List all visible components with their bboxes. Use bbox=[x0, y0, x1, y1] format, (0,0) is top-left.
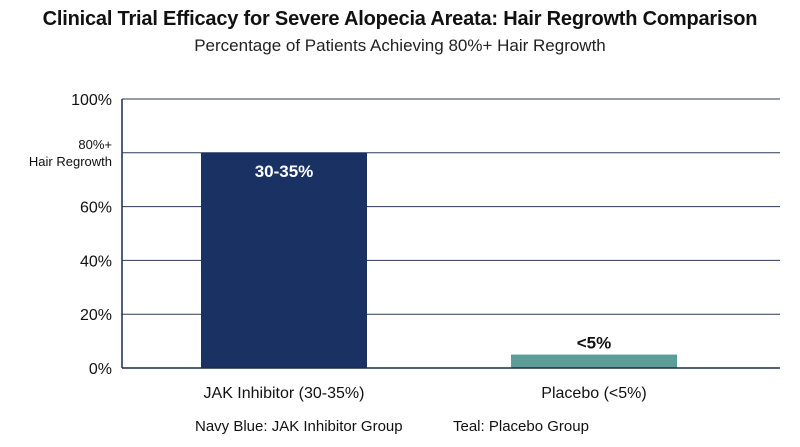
data-label: 30-35% bbox=[255, 162, 314, 181]
y-axis-ticks: 0% 20% 40% 60% 80%+ Hair Regrowth 100% bbox=[29, 92, 112, 378]
bars: 30-35% <5% bbox=[201, 152, 677, 368]
legend-entry: Teal: Placebo Group bbox=[453, 418, 589, 435]
bar bbox=[201, 152, 367, 368]
y-tick-label: 40% bbox=[80, 253, 112, 270]
x-tick-label: JAK Inhibitor (30-35%) bbox=[204, 385, 365, 402]
y-tick-label: 0% bbox=[89, 361, 112, 378]
y-tick-label: 80%+ Hair Regrowth bbox=[29, 137, 112, 169]
axes bbox=[121, 99, 780, 369]
data-label: <5% bbox=[577, 334, 612, 353]
x-axis-labels: JAK Inhibitor (30-35%) Placebo (<5%) bbox=[204, 385, 647, 402]
y-tick-label: 100% bbox=[71, 92, 112, 109]
bar bbox=[511, 354, 677, 368]
y-tick-label-line: 80%+ bbox=[78, 137, 112, 152]
chart-title: Clinical Trial Efficacy for Severe Alope… bbox=[42, 8, 758, 30]
y-tick-label: 60% bbox=[80, 200, 112, 217]
y-tick-label-line: Hair Regrowth bbox=[29, 154, 112, 169]
legend-entry: Navy Blue: JAK Inhibitor Group bbox=[195, 418, 403, 435]
chart-subtitle: Percentage of Patients Achieving 80%+ Ha… bbox=[194, 36, 606, 55]
x-tick-label: Placebo (<5%) bbox=[541, 385, 646, 402]
y-tick-label: 20% bbox=[80, 307, 112, 324]
legend: Navy Blue: JAK Inhibitor Group Teal: Plac… bbox=[195, 418, 589, 435]
